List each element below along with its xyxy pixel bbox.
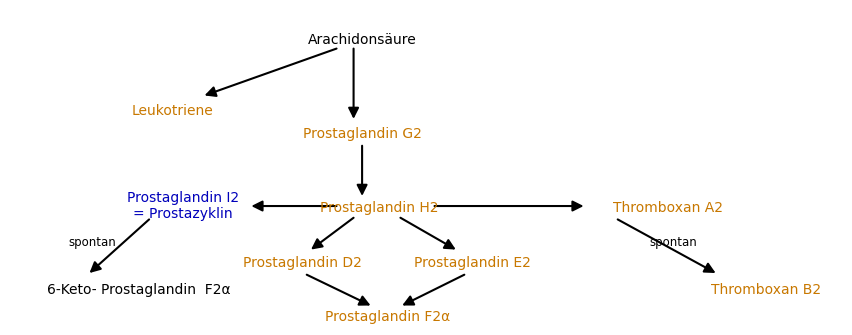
Text: Arachidonsäure: Arachidonsäure [308, 33, 417, 47]
Text: Thromboxan A2: Thromboxan A2 [613, 201, 723, 215]
Text: Leukotriene: Leukotriene [132, 104, 214, 118]
Text: Thromboxan B2: Thromboxan B2 [711, 283, 821, 297]
Text: Prostaglandin G2: Prostaglandin G2 [302, 127, 422, 141]
Text: 6-Keto- Prostaglandin  F2α: 6-Keto- Prostaglandin F2α [47, 283, 231, 297]
Text: spontan: spontan [68, 237, 116, 249]
Text: Prostaglandin E2: Prostaglandin E2 [414, 256, 532, 270]
Text: Prostaglandin I2
= Prostazyklin: Prostaglandin I2 = Prostazyklin [127, 191, 239, 221]
Text: Prostaglandin H2: Prostaglandin H2 [320, 201, 439, 215]
Text: Prostaglandin D2: Prostaglandin D2 [243, 256, 362, 270]
Text: spontan: spontan [649, 237, 697, 249]
Text: Prostaglandin F2α: Prostaglandin F2α [325, 310, 451, 324]
